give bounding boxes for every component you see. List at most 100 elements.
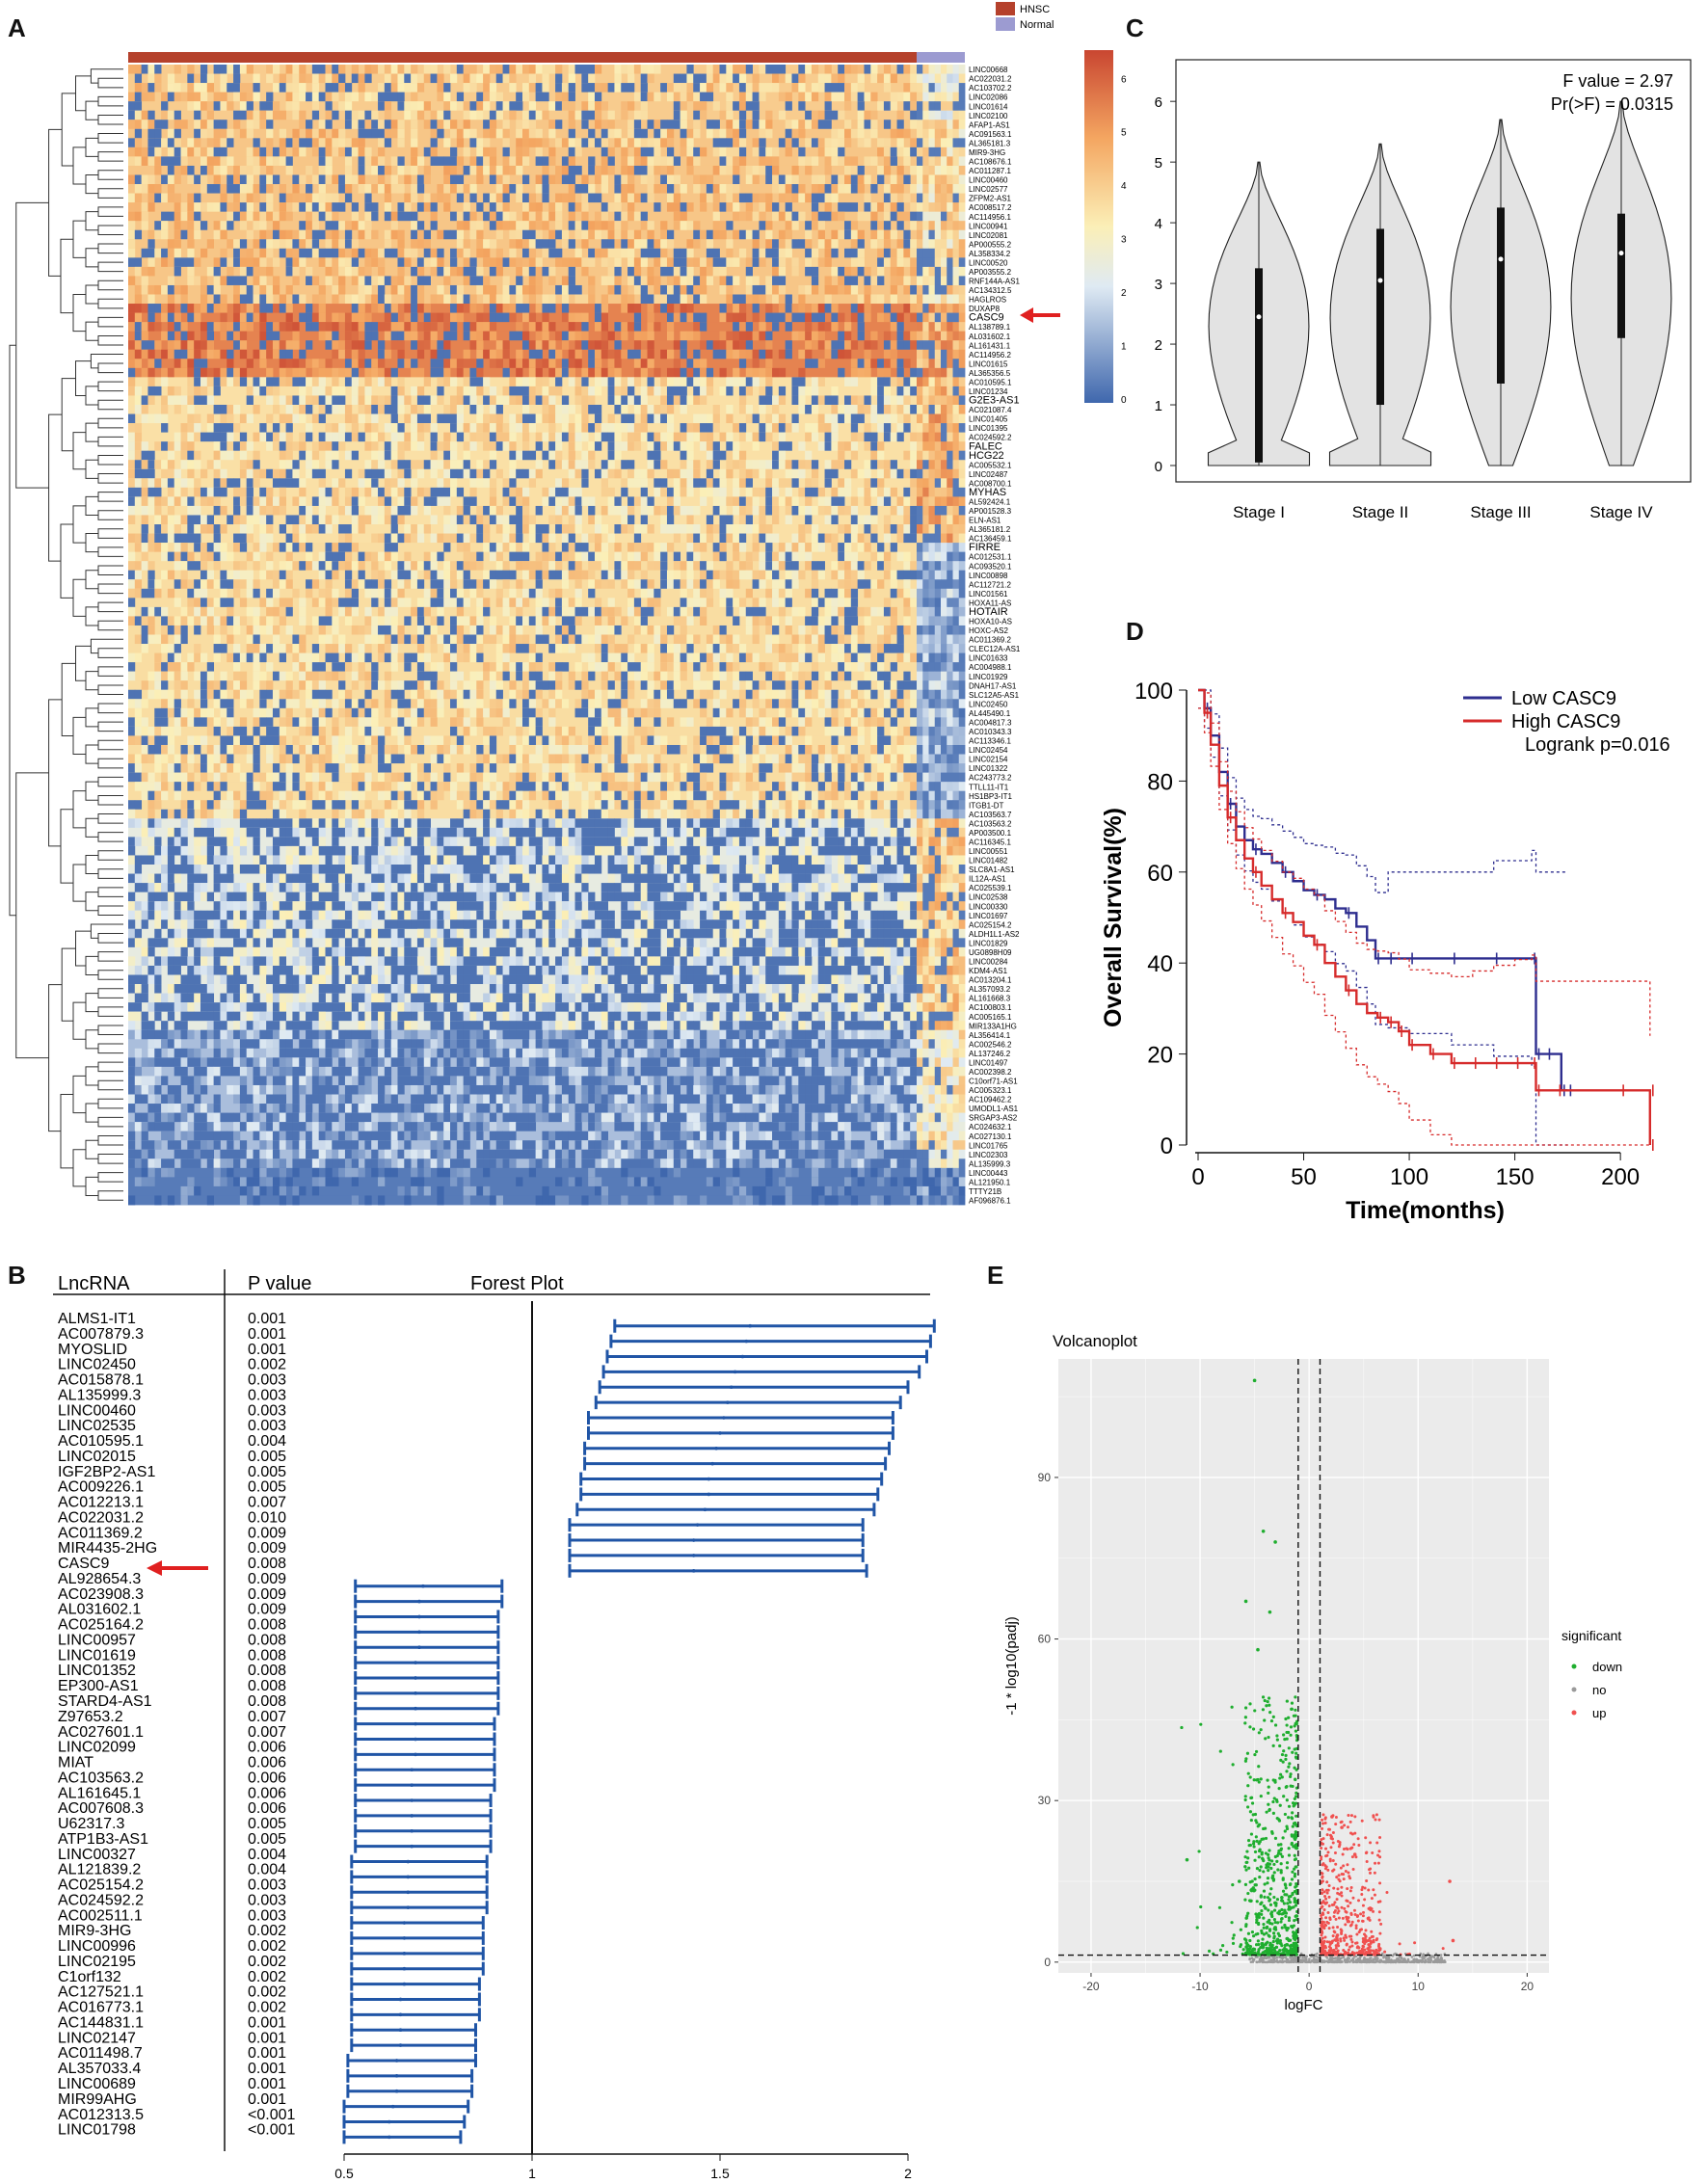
heatmap-cell [397,92,405,102]
heatmap-cell [173,487,181,497]
heatmap-cell [947,304,953,313]
heatmap-cell [896,524,904,534]
heatmap-cell [934,340,942,351]
heatmap-cell [502,423,510,434]
heatmap-cell [416,349,425,359]
heatmap-cell [621,304,628,313]
heatmap-cell [528,312,537,323]
heatmap-cell [548,349,556,359]
heatmap-cell [673,478,681,489]
heatmap-cell [952,496,960,507]
heatmap-cell [542,340,549,351]
heatmap-cell [561,487,570,497]
heatmap-cell [134,543,143,553]
heatmap-cell [947,239,953,250]
heatmap-cell [890,312,897,323]
heatmap-cell [358,110,365,120]
heatmap-cell [633,266,642,277]
heatmap-cell [476,174,484,185]
heatmap-cell [555,193,563,203]
heatmap-cell [654,304,661,313]
heatmap-cell [404,496,412,507]
heatmap-cell [423,65,431,74]
heatmap-cell [489,404,497,414]
heatmap-cell [463,515,470,525]
heatmap-cell [654,460,661,470]
heatmap-cell [726,165,734,175]
heatmap-cell [640,294,648,305]
heatmap-cell [805,551,813,562]
heatmap-cell [958,248,966,258]
heatmap-cell [922,276,929,286]
heatmap-cell [502,432,510,442]
heatmap-cell [910,496,918,507]
heatmap-cell [528,284,537,295]
heatmap-cell [706,386,714,396]
heatmap-cell [765,331,773,341]
heatmap-cell [194,304,201,313]
heatmap-cell [759,120,766,130]
heatmap-cell [555,92,563,102]
heatmap-cell [272,221,280,231]
heatmap-cell [469,276,477,286]
heatmap-cell [627,211,635,222]
heatmap-cell [941,284,947,295]
heatmap-cell [194,174,201,185]
heatmap-cell [134,304,143,313]
heatmap-cell [745,468,753,479]
heatmap-cell [765,359,773,369]
heatmap-cell [378,533,386,544]
heatmap-cell [588,138,596,148]
heatmap-cell [450,331,458,341]
heatmap-cell [378,515,386,525]
heatmap-cell [850,257,859,268]
heatmap-cell [311,322,320,333]
heatmap-cell [220,92,227,102]
heatmap-cell [712,128,720,139]
heatmap-cell [666,413,675,424]
heatmap-cell [141,146,148,157]
heatmap-cell [877,386,885,396]
heatmap-cell [548,515,556,525]
heatmap-cell [581,83,589,93]
heatmap-cell [227,221,234,231]
heatmap-cell [574,551,582,562]
heatmap-cell [332,487,339,497]
heatmap-cell [917,312,923,323]
heatmap-cell [890,146,897,157]
heatmap-cell [306,128,313,139]
heatmap-cell [187,92,195,102]
heatmap-cell [548,432,556,442]
heatmap-cell [266,138,274,148]
heatmap-cell [561,505,570,516]
heatmap-cell [253,505,260,516]
heatmap-cell [561,284,570,295]
heatmap-cell [922,92,929,102]
heatmap-cell [416,395,425,406]
heatmap-cell [896,505,904,516]
heatmap-cell [864,156,871,167]
heatmap-cell [378,340,386,351]
heatmap-cell [824,211,832,222]
heatmap-cell [791,423,799,434]
heatmap-cell [378,294,386,305]
heatmap-cell [463,331,470,341]
heatmap-cell [686,276,694,286]
heatmap-cell [239,92,248,102]
heatmap-cell [647,65,654,74]
heatmap-cell [759,561,766,572]
heatmap-cell [574,294,582,305]
heatmap-cell [581,468,589,479]
heatmap-cell [384,450,392,461]
heatmap-cell [890,468,897,479]
heatmap-cell [528,276,537,286]
heatmap-cell [194,487,201,497]
heatmap-cell [423,146,431,157]
heatmap-cell [614,543,622,553]
heatmap-cell [680,276,687,286]
heatmap-cell [614,248,622,258]
heatmap-cell [495,248,503,258]
heatmap-cell [397,487,405,497]
heatmap-cell [266,101,274,112]
heatmap-cell [161,174,169,185]
